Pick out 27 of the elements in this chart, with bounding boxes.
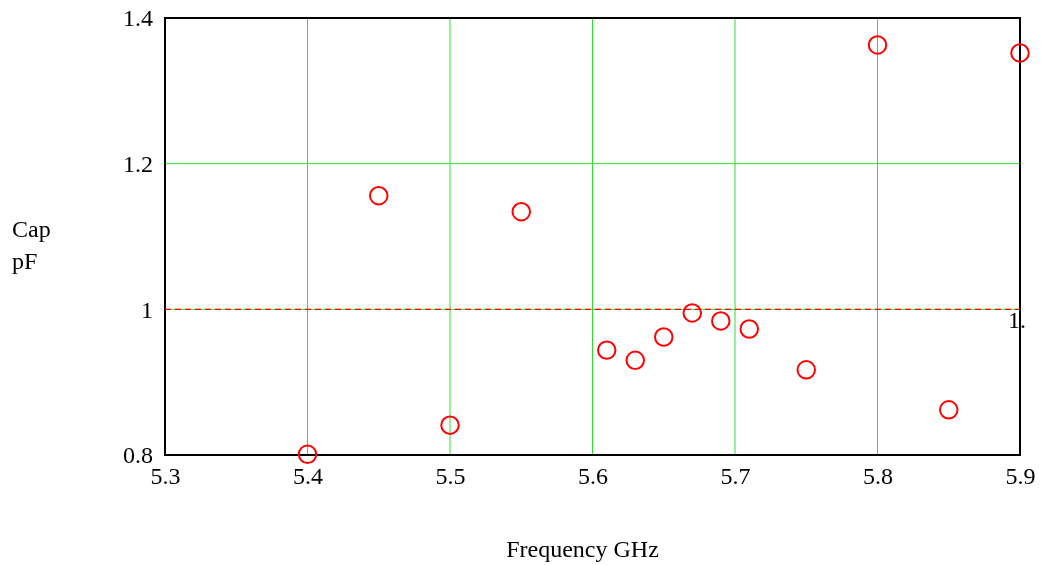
point (739, 319, 759, 339)
point (597, 340, 617, 360)
x-tick-label: 5.5 (435, 463, 466, 490)
point (1010, 43, 1030, 63)
x-tick-label: 5.6 (578, 463, 608, 490)
x-tick-label: 5.8 (863, 463, 893, 490)
point (796, 360, 816, 380)
point (654, 327, 674, 347)
x-axis-title: Frequency GHz (506, 536, 659, 562)
point (297, 444, 318, 464)
x-tick-label: 5.4 (293, 463, 323, 490)
x-tick-label: 5.3 (150, 463, 181, 490)
y-tick-label: 1 (141, 296, 153, 323)
point (369, 185, 389, 206)
x-tick-label: 5.7 (720, 463, 751, 490)
point (511, 202, 531, 222)
y-tick-label: 1.2 (123, 150, 153, 177)
point (867, 35, 888, 55)
y-axis-title: Cap pF (12, 216, 51, 274)
point (939, 400, 959, 420)
point (682, 303, 702, 323)
y-tick-label: 0.8 (123, 442, 153, 469)
point (440, 415, 460, 435)
point (711, 311, 731, 331)
point (625, 350, 645, 371)
y-tick-label: 1.4 (123, 5, 153, 32)
x-tick-label: 5.9 (1005, 463, 1036, 490)
